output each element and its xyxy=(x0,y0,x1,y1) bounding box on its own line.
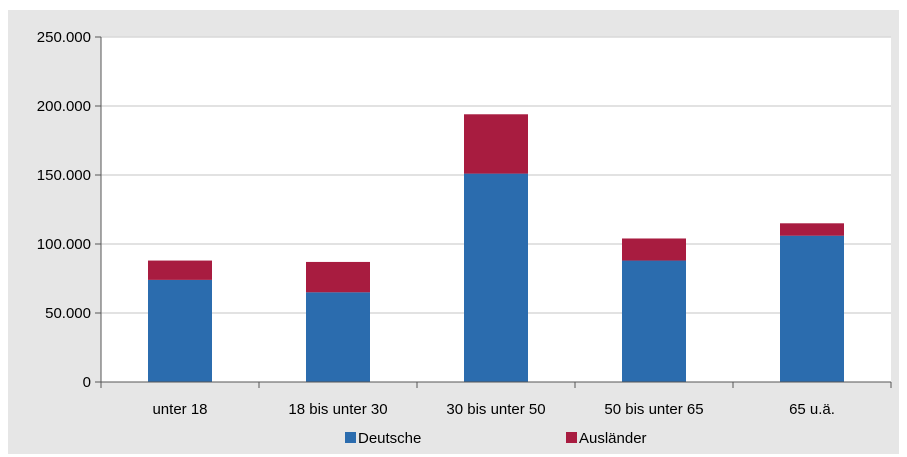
legend-swatch-deutsche xyxy=(345,432,356,443)
bar-ausl-nder-5 xyxy=(780,223,844,236)
bar-ausl-nder-1 xyxy=(148,260,212,280)
bar-deutsche-5 xyxy=(780,235,844,382)
legend-swatch-ausl-nder xyxy=(566,432,577,443)
y-tick-label: 50.000 xyxy=(45,305,91,322)
bars-group xyxy=(148,114,844,382)
y-tick-label: 250.000 xyxy=(37,29,91,46)
x-tick-label: 18 bis unter 30 xyxy=(288,401,387,418)
axes-group xyxy=(95,36,892,388)
legend: Deutsche Ausländer xyxy=(345,430,647,447)
bar-ausl-nder-4 xyxy=(622,238,686,261)
legend-label: Deutsche xyxy=(358,430,421,447)
y-tick-label: 150.000 xyxy=(37,167,91,184)
y-tick-labels: 0 50.000 100.000 150.000 200.000 250.000 xyxy=(37,29,91,391)
bar-deutsche-1 xyxy=(148,279,212,382)
y-tick-label: 100.000 xyxy=(37,236,91,253)
x-tick-label: 50 bis unter 65 xyxy=(604,401,703,418)
x-tick-label: 65 u.ä. xyxy=(789,401,835,418)
x-tick-labels: unter 18 18 bis unter 30 30 bis unter 50 50… xyxy=(152,401,834,418)
x-tick-label: unter 18 xyxy=(152,401,207,418)
bar-ausl-nder-3 xyxy=(464,114,528,174)
bar-deutsche-3 xyxy=(464,173,528,382)
y-tick-label: 0 xyxy=(83,374,91,391)
bar-deutsche-2 xyxy=(306,292,370,382)
bar-deutsche-4 xyxy=(622,260,686,382)
bar-ausl-nder-2 xyxy=(306,261,370,293)
x-tick-label: 30 bis unter 50 xyxy=(446,401,545,418)
y-tick-label: 200.000 xyxy=(37,98,91,115)
legend-label: Ausländer xyxy=(579,430,647,447)
